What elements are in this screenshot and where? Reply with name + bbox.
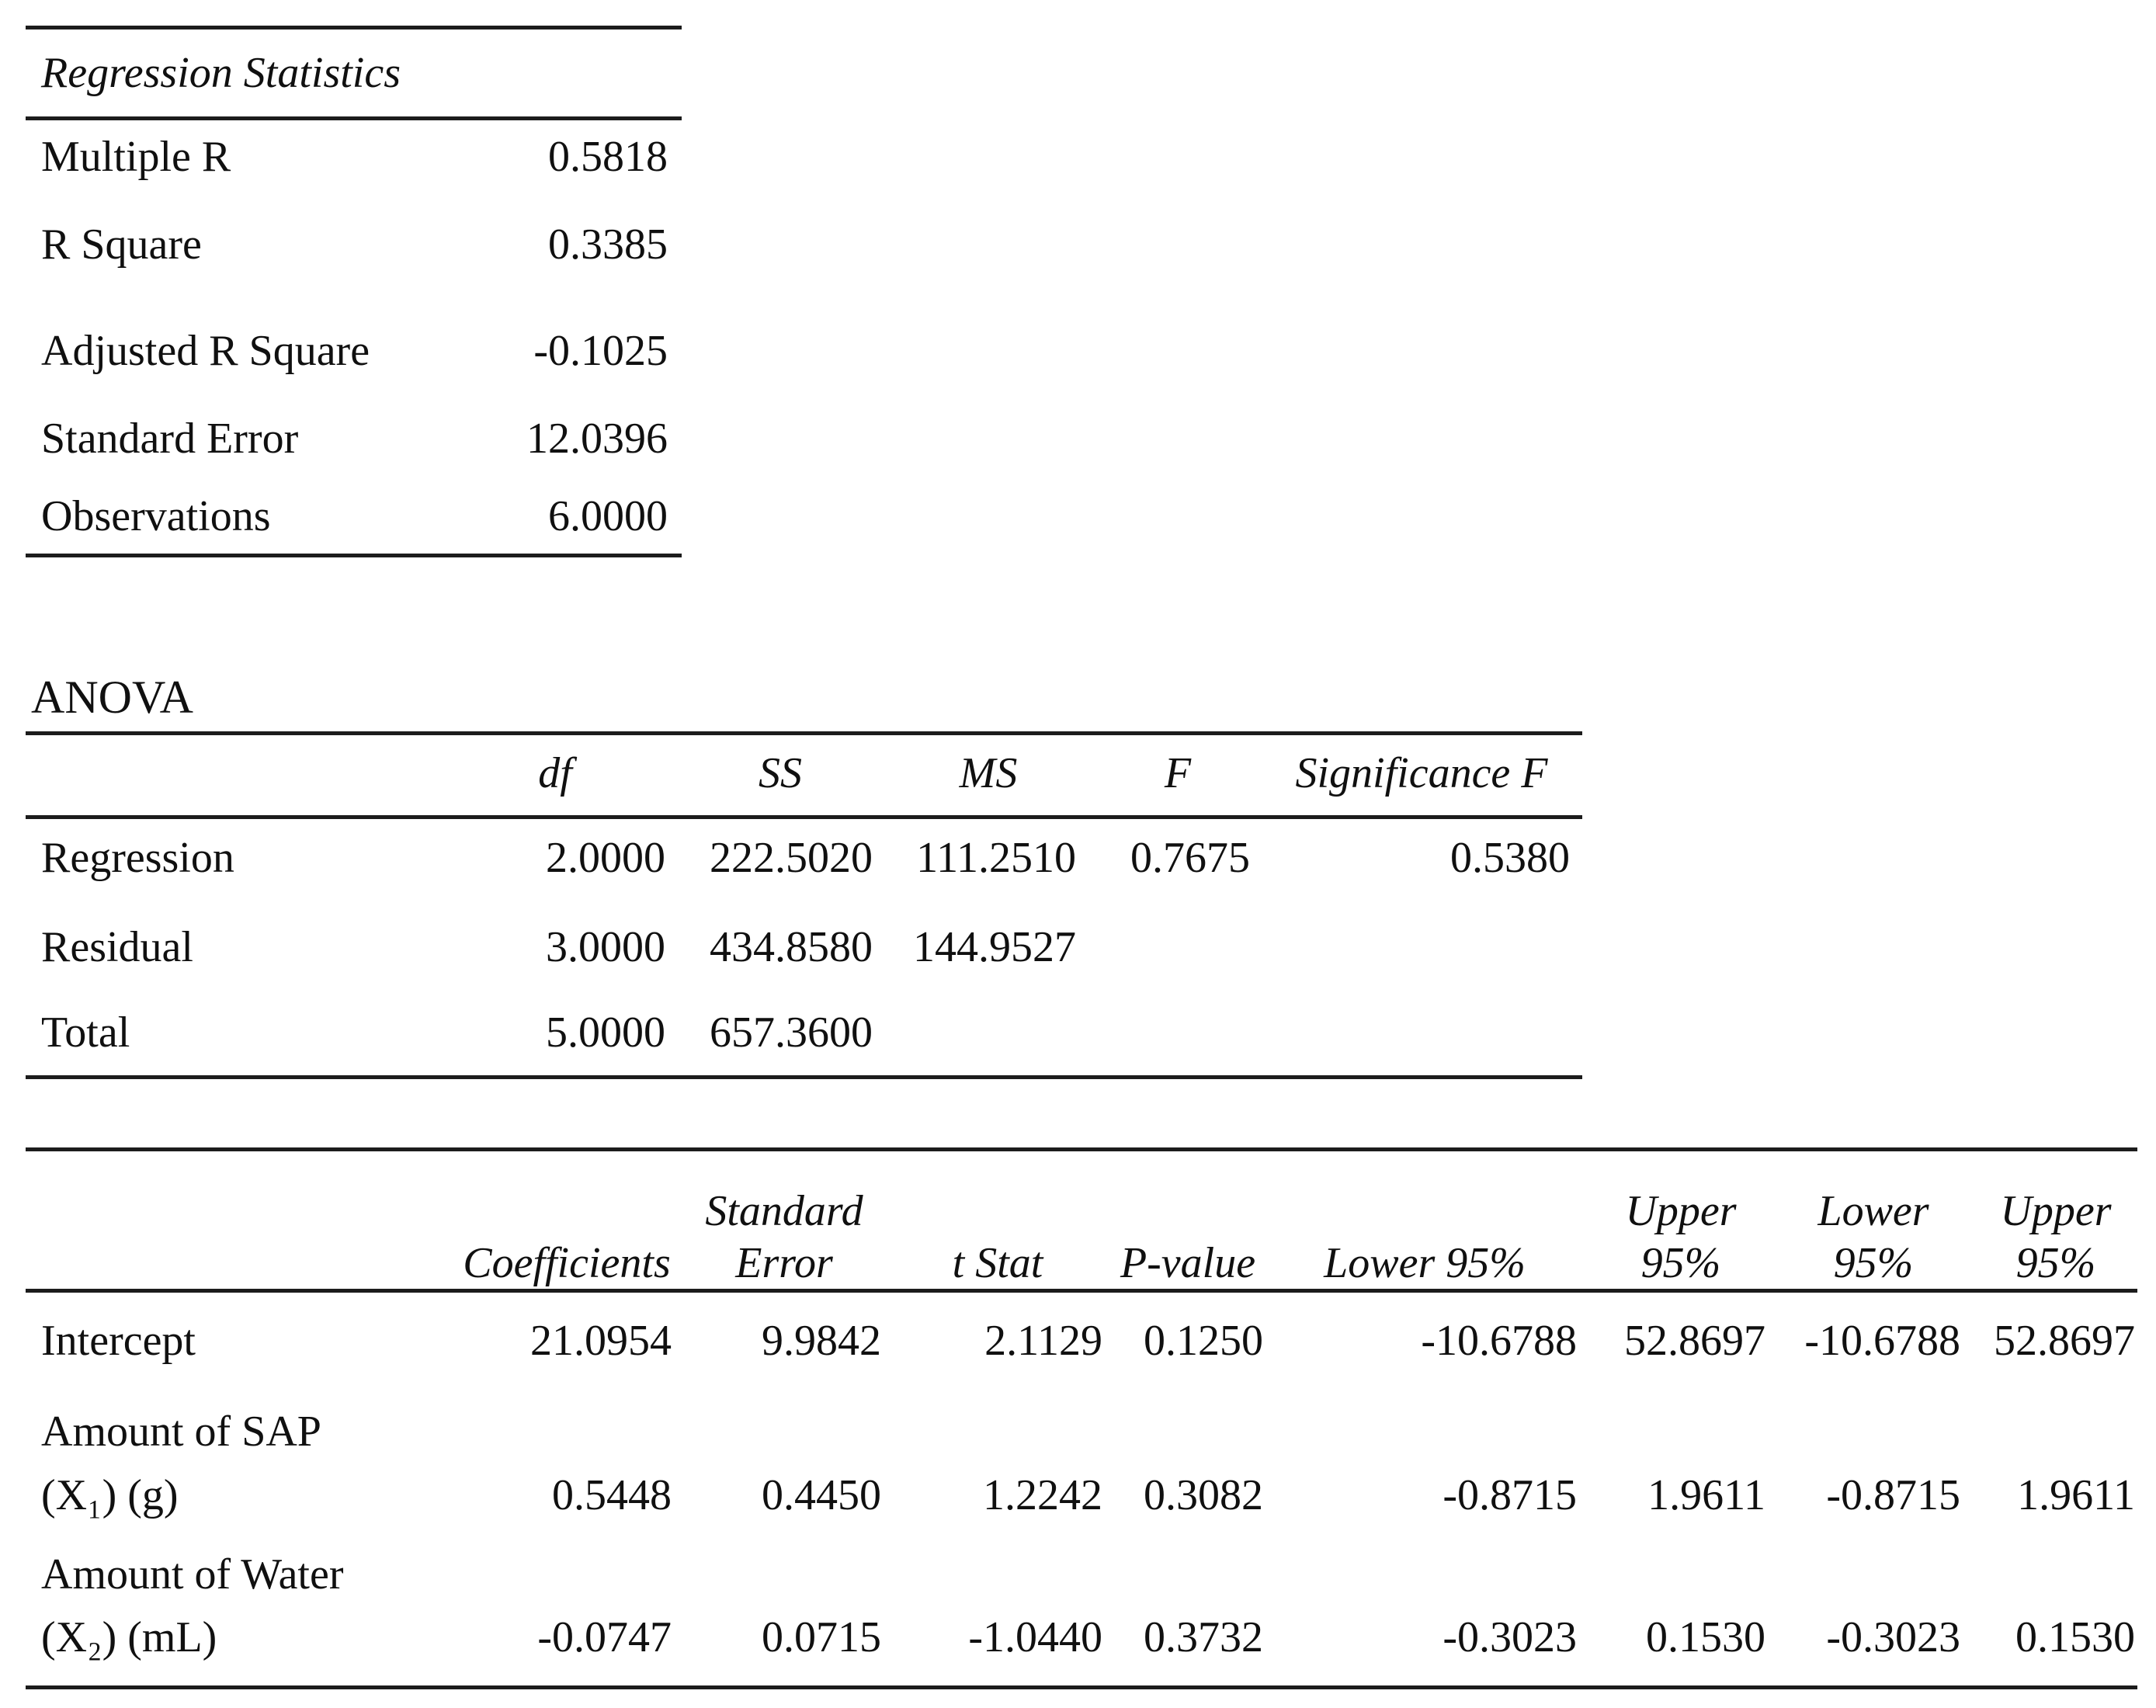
coef-upper95-2-value: 1.9611 [2017, 1471, 2135, 1519]
anova-bottom-rule [26, 1075, 1582, 1079]
anova-df-value: 3.0000 [546, 923, 665, 971]
anova-ss-value: 657.3600 [710, 1008, 873, 1057]
anova-significance-f-value: 0.5380 [1450, 834, 1570, 882]
anova-header-rule [26, 815, 1582, 819]
anova-header-f: F [1164, 749, 1192, 797]
coef-coefficient-value: 0.5448 [552, 1471, 672, 1519]
anova-top-rule [26, 731, 1582, 735]
anova-ms-value: 111.2510 [916, 834, 1076, 882]
coef-row-label-line1: Amount of SAP [41, 1408, 321, 1456]
coef-header-upper95-2-line2: 95% [2015, 1239, 2096, 1287]
coef-header-standard-error-line2: Error [735, 1239, 833, 1287]
anova-header-df: df [538, 749, 572, 797]
coef-header-t-stat: t Stat [952, 1239, 1043, 1287]
coef-top-rule [26, 1147, 2137, 1151]
anova-header-ss: SS [759, 749, 802, 797]
anova-section-label: ANOVA [31, 672, 193, 723]
coef-header-lower95-2-line2: 95% [1833, 1239, 1914, 1287]
coef-standard-error-value: 9.9842 [762, 1317, 881, 1365]
rs-top-rule [26, 26, 682, 30]
rs-row-label: R Square [41, 220, 202, 269]
coef-header-standard-error-line1: Standard [705, 1187, 863, 1235]
rs-row-value: 0.5818 [548, 133, 668, 181]
anova-row-label: Residual [41, 923, 193, 971]
rs-row-label: Multiple R [41, 133, 231, 181]
anova-df-value: 2.0000 [546, 834, 665, 882]
rs-bottom-rule [26, 554, 682, 557]
rs-row-value: 12.0396 [526, 415, 668, 463]
coef-row-label-line2: (X₂) (mL) [41, 1613, 217, 1661]
coef-p-value: 0.3082 [1144, 1471, 1263, 1519]
coef-header-upper95-line1: Upper [1625, 1187, 1737, 1235]
anova-header-ms: MS [959, 749, 1018, 797]
coef-upper95-2-value: 0.1530 [2015, 1613, 2135, 1661]
coef-bottom-rule [26, 1685, 2137, 1689]
coef-header-upper95-line2: 95% [1640, 1239, 1721, 1287]
rs-header-rule [26, 116, 682, 120]
coef-p-value: 0.1250 [1144, 1317, 1263, 1365]
coef-upper95-value: 1.9611 [1647, 1471, 1765, 1519]
coef-lower95-value: -0.3023 [1443, 1613, 1577, 1661]
coef-lower95-value: -10.6788 [1421, 1317, 1577, 1365]
anova-ss-value: 222.5020 [710, 834, 873, 882]
coef-header-coefficients: Coefficients [463, 1239, 671, 1287]
coef-header-lower95: Lower 95% [1324, 1239, 1526, 1287]
rs-row-value: 6.0000 [548, 492, 668, 540]
coef-lower95-2-value: -0.3023 [1826, 1613, 1960, 1661]
coef-upper95-value: 52.8697 [1624, 1317, 1765, 1365]
anova-ms-value: 144.9527 [913, 923, 1076, 971]
coef-header-rule [26, 1289, 2137, 1293]
anova-header-significance-f: Significance F [1295, 749, 1548, 797]
rs-row-label: Adjusted R Square [41, 327, 370, 375]
coef-standard-error-value: 0.0715 [762, 1613, 881, 1661]
coef-header-upper95-2-line1: Upper [2000, 1187, 2112, 1235]
rs-row-value: 0.3385 [548, 220, 668, 269]
coef-t-stat-value: -1.0440 [968, 1613, 1102, 1661]
coef-row-label: Intercept [41, 1317, 196, 1365]
coef-upper95-value: 0.1530 [1646, 1613, 1765, 1661]
coef-standard-error-value: 0.4450 [762, 1471, 881, 1519]
rs-row-label: Observations [41, 492, 271, 540]
coef-header-p-value: P-value [1120, 1239, 1256, 1287]
anova-ss-value: 434.8580 [710, 923, 873, 971]
coef-coefficient-value: -0.0747 [537, 1613, 672, 1661]
coef-row-label-line2: (X₁) (g) [41, 1471, 179, 1519]
anova-row-label: Total [41, 1008, 130, 1057]
anova-row-label: Regression [41, 834, 234, 882]
rs-row-value: -0.1025 [533, 327, 668, 375]
coef-lower95-2-value: -0.8715 [1826, 1471, 1960, 1519]
coef-header-lower95-2-line1: Lower [1817, 1187, 1929, 1235]
coef-t-stat-value: 2.1129 [984, 1317, 1102, 1365]
anova-df-value: 5.0000 [546, 1008, 665, 1057]
coef-lower95-2-value: -10.6788 [1804, 1317, 1960, 1365]
rs-title: Regression Statistics [41, 49, 401, 97]
rs-row-label: Standard Error [41, 415, 299, 463]
coef-p-value: 0.3732 [1144, 1613, 1263, 1661]
coef-lower95-value: -0.8715 [1443, 1471, 1577, 1519]
coef-upper95-2-value: 52.8697 [1994, 1317, 2135, 1365]
anova-f-value: 0.7675 [1130, 834, 1250, 882]
coef-t-stat-value: 1.2242 [983, 1471, 1102, 1519]
coef-coefficient-value: 21.0954 [530, 1317, 672, 1365]
coef-row-label-line1: Amount of Water [41, 1550, 344, 1599]
